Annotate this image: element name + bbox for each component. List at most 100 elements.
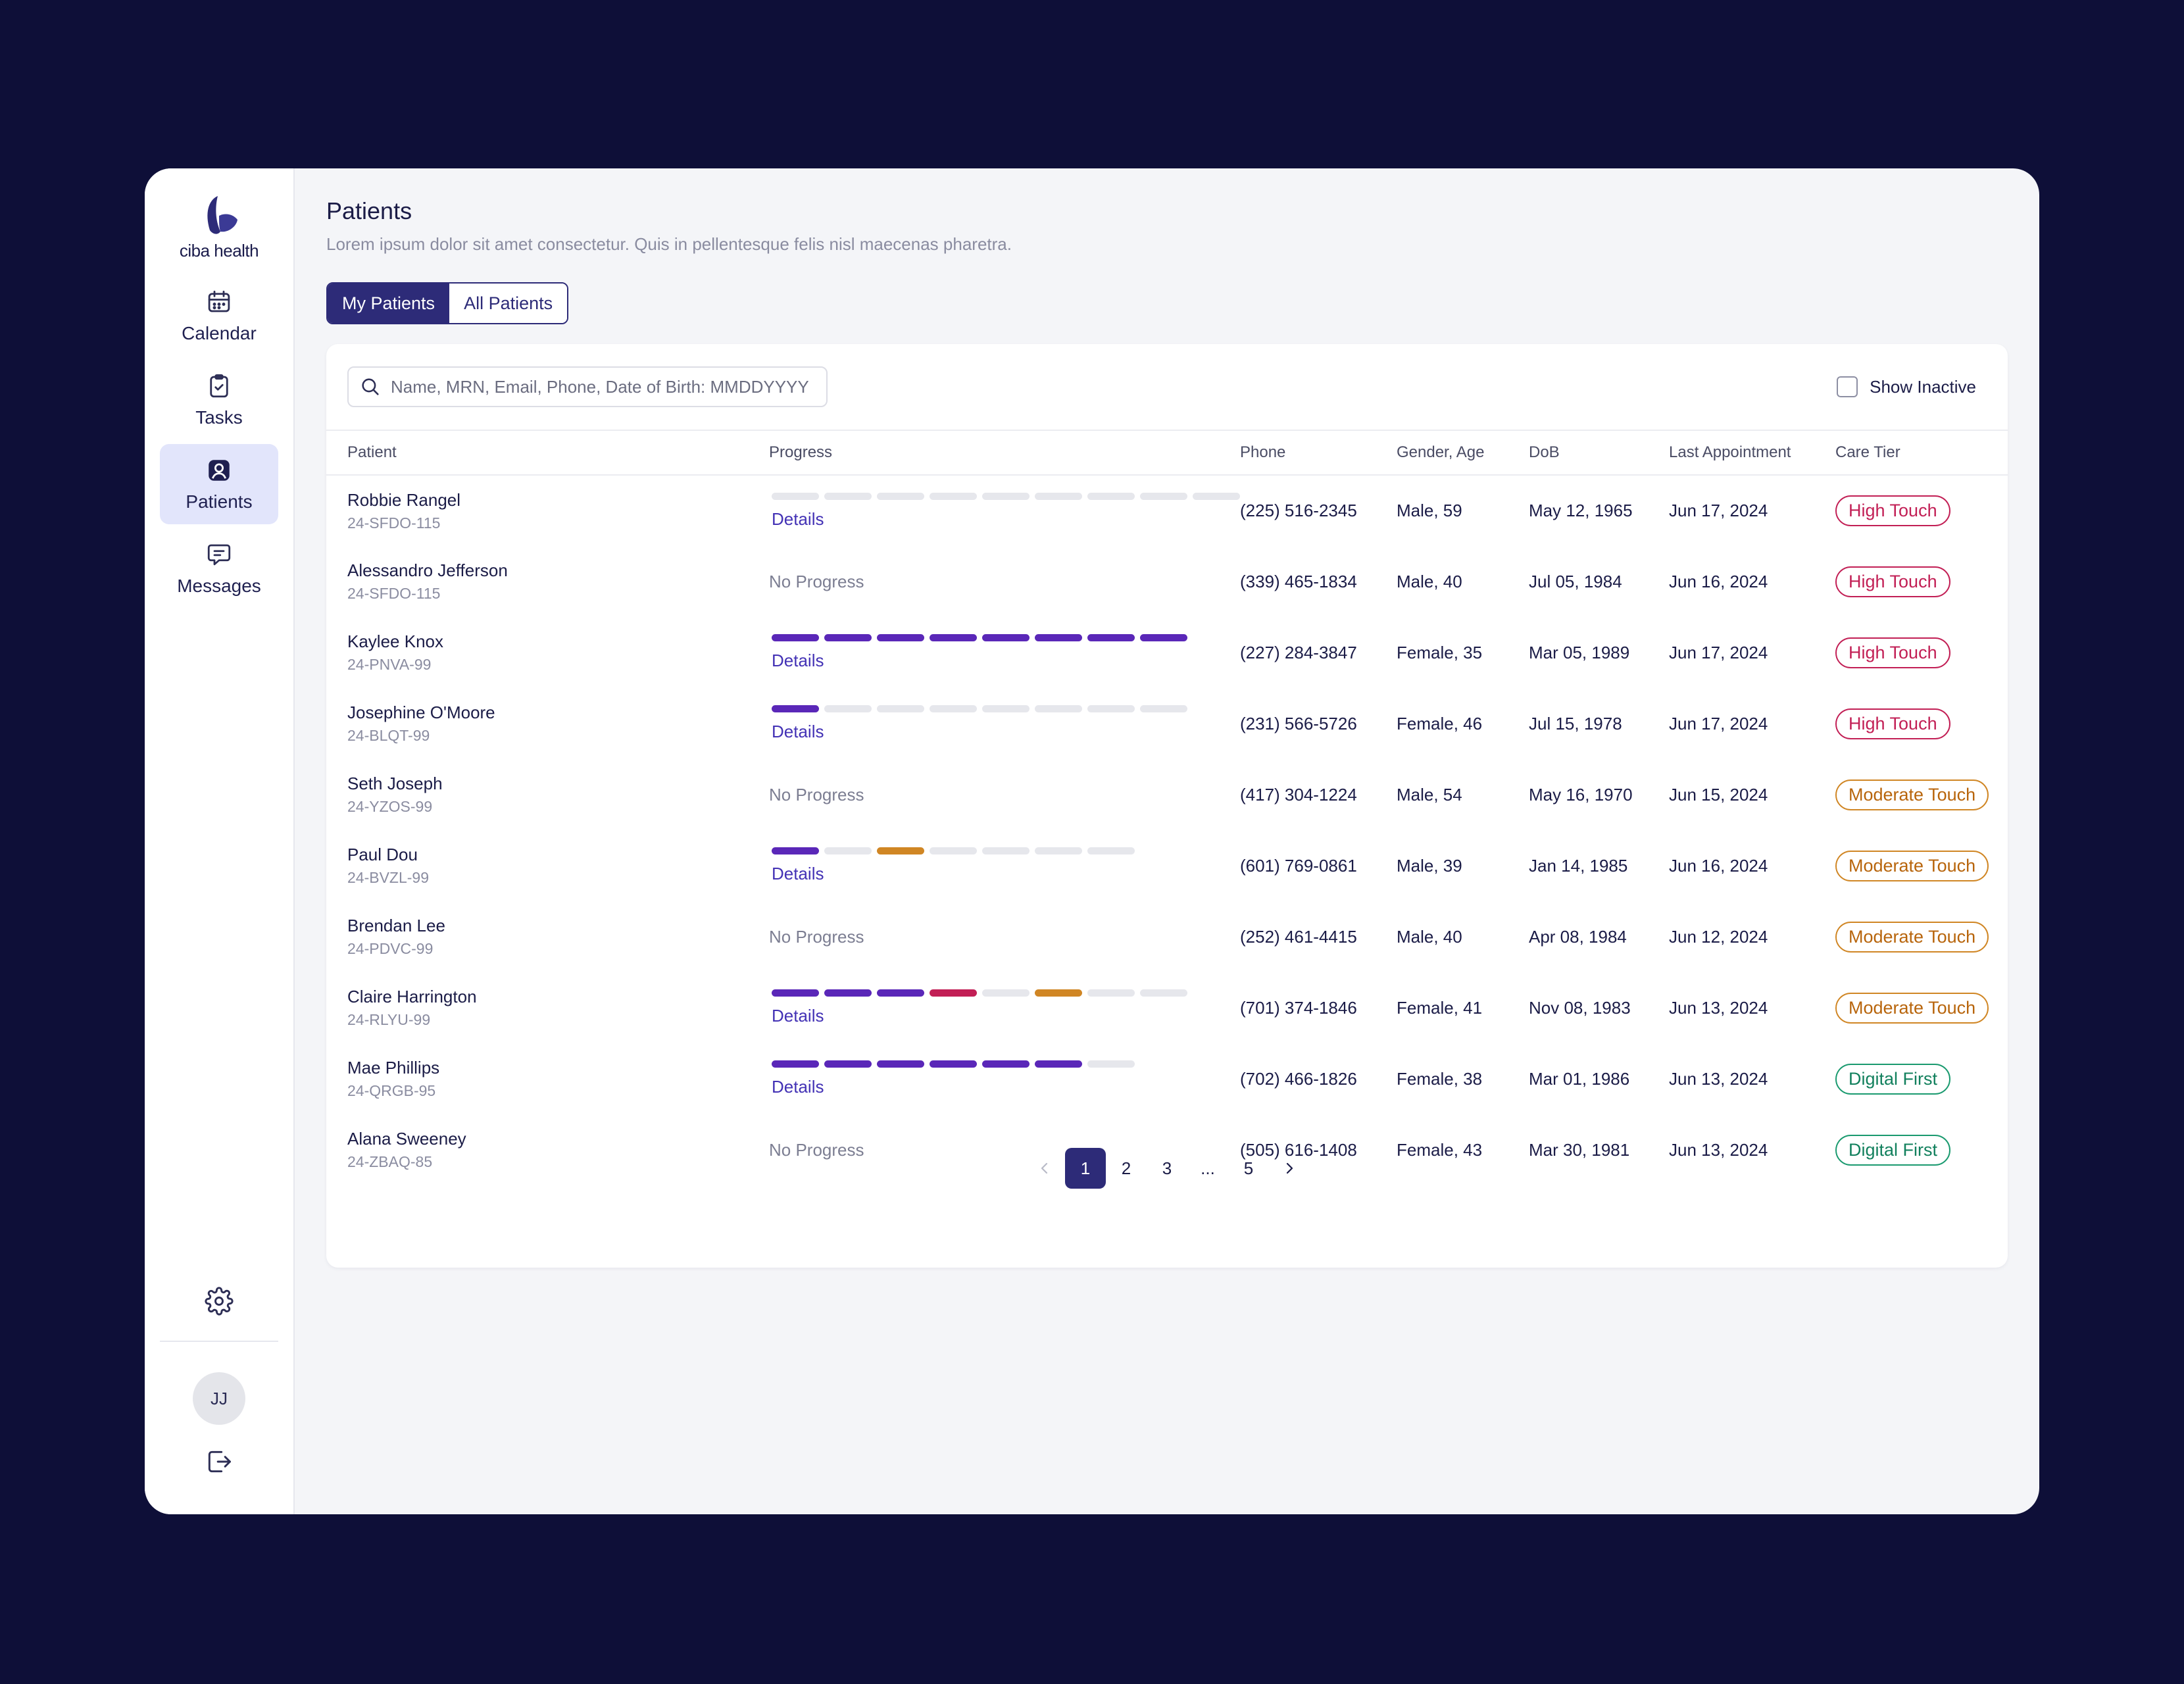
page-number-button[interactable]: 3 [1162,1158,1172,1178]
patient-name[interactable]: Robbie Rangel [347,489,461,510]
progress-segment [1035,1060,1082,1068]
column-header-progress[interactable]: Progress [769,443,833,461]
search-input[interactable] [391,376,816,397]
progress-cell: Details [769,972,1240,1043]
details-link[interactable]: Details [772,722,824,741]
patient-name[interactable]: Alessandro Jefferson [347,560,508,580]
phone-cell: (231) 566-5726 [1240,713,1357,733]
patient-name[interactable]: Paul Dou [347,845,418,864]
user-avatar[interactable]: JJ [193,1372,245,1425]
main-content: Patients Lorem ipsum dolor sit amet cons… [295,168,2039,1514]
last-appointment-cell: Jun 16, 2024 [1669,571,1768,591]
progress-segment [772,705,819,712]
progress-segment [877,705,924,712]
column-header-patient[interactable]: Patient [347,443,397,461]
patient-cell: Claire Harrington 24-RLYU-99 [326,972,769,1043]
table-row[interactable]: Alessandro Jefferson 24-SFDO-115 No Progre… [326,546,2008,617]
table-row[interactable]: Kaylee Knox 24-PNVA-99 Details (227) 284-38… [326,617,2008,688]
table-row[interactable]: Mae Phillips 24-QRGB-95 Details (702) 466-1… [326,1043,2008,1114]
care-tier-cell: High Touch [1835,617,2008,688]
table-row[interactable]: Josephine O'Moore 24-BLQT-99 Details (231) … [326,688,2008,759]
nav-item-tasks[interactable]: Tasks [160,360,278,440]
logout-button[interactable] [199,1442,239,1481]
patient-cell: Robbie Rangel 24-SFDO-115 [326,475,769,546]
progress-segment [824,705,872,712]
table-row[interactable]: Seth Joseph 24-YZOS-99 No Progress (417) 30… [326,759,2008,830]
page-number-button[interactable]: 2 [1121,1158,1131,1178]
calendar-icon [205,287,234,316]
progress-segment [772,989,819,997]
nav-item-calendar[interactable]: Calendar [160,276,278,356]
column-header-gender-age[interactable]: Gender, Age [1397,443,1485,461]
page-number-button[interactable]: 5 [1243,1158,1254,1178]
phone-cell: (339) 465-1834 [1240,571,1357,591]
patient-name[interactable]: Josephine O'Moore [347,703,495,722]
progress-segment [772,492,819,500]
previous-page-button[interactable] [1024,1148,1065,1189]
progress-segment [877,1060,924,1068]
column-header-dob[interactable]: DoB [1529,443,1560,461]
progress-segment [1087,634,1135,641]
patient-name[interactable]: Seth Joseph [347,774,443,793]
patient-cell: Kaylee Knox 24-PNVA-99 [326,617,769,688]
progress-segment [877,847,924,854]
dob-cell: Nov 08, 1983 [1529,997,1631,1018]
phone-cell: (417) 304-1224 [1240,784,1357,805]
patients-table: Patient Progress Phone Gender, Age DoB L… [326,430,2008,1185]
progress-segment [982,705,1030,712]
details-link[interactable]: Details [772,864,824,883]
patient-cell: Josephine O'Moore 24-BLQT-99 [326,688,769,759]
gender-age-cell: Male, 39 [1397,855,1462,876]
table-row[interactable]: Brendan Lee 24-PDVC-99 No Progress (252) 46… [326,901,2008,972]
tab-all-patients[interactable]: All Patients [449,284,568,323]
gender-age-cell: Male, 59 [1397,501,1462,520]
last-appointment-cell: Jun 15, 2024 [1669,784,1768,805]
column-header-care-tier[interactable]: Care Tier [1835,443,1900,461]
table-row[interactable]: Robbie Rangel 24-SFDO-115 Details (225) 516… [326,475,2008,546]
patient-name[interactable]: Claire Harrington [347,987,477,1006]
patient-name[interactable]: Alana Sweeney [347,1129,466,1149]
patient-name[interactable]: Brendan Lee [347,916,445,935]
column-header-phone[interactable]: Phone [1240,443,1286,461]
app-window: ciba health Calendar Tasks Patients Message… [145,168,2039,1514]
dob-cell: Jan 14, 1985 [1529,855,1628,876]
patients-card: Show Inactive Patient Progress Phone Gen… [326,344,2008,1268]
page-number-list: 1 2 3... 5 [1065,1148,1269,1189]
care-tier-badge: High Touch [1835,495,1950,526]
show-inactive-checkbox[interactable] [1837,376,1858,397]
column-header-last-appointment[interactable]: Last Appointment [1669,443,1791,461]
details-link[interactable]: Details [772,651,824,670]
patient-cell: Brendan Lee 24-PDVC-99 [326,901,769,972]
dob-cell: Mar 30, 1981 [1529,1139,1630,1160]
table-row[interactable]: Paul Dou 24-BVZL-99 Details (601) 769-0861 M… [326,830,2008,901]
page-number-button[interactable]: 1 [1065,1148,1106,1189]
progress-segment [772,1060,819,1068]
dob-cell: Mar 01, 1986 [1529,1068,1630,1089]
patient-name[interactable]: Kaylee Knox [347,632,443,651]
details-link[interactable]: Details [772,1006,824,1026]
tab-my-patients[interactable]: My Patients [328,284,450,323]
progress-segment [824,1060,872,1068]
progress-segment [772,634,819,641]
progress-segment [930,634,977,641]
show-inactive-toggle[interactable]: Show Inactive [1837,376,1976,397]
settings-button[interactable] [199,1281,239,1321]
details-link[interactable]: Details [772,1077,824,1097]
table-row[interactable]: Claire Harrington 24-RLYU-99 Details (701) … [326,972,2008,1043]
nav-item-messages[interactable]: Messages [160,528,278,608]
phone-cell: (701) 374-1846 [1240,997,1357,1018]
phone-cell: (601) 769-0861 [1240,855,1357,876]
brand-name: ciba health [179,241,259,260]
nav-item-patients[interactable]: Patients [160,444,278,524]
gender-age-cell: Male, 40 [1397,926,1462,947]
details-link[interactable]: Details [772,508,824,529]
care-tier-cell: Moderate Touch [1835,901,2008,972]
progress-cell: Details [769,688,1240,759]
progress-cell: No Progress [769,901,1240,972]
table-row[interactable]: Alana Sweeney 24-ZBAQ-85 No Progress (505) … [326,1114,2008,1185]
next-page-button[interactable] [1269,1148,1310,1189]
last-appointment-cell: Jun 17, 2024 [1669,713,1768,733]
phone-cell: (225) 516-2345 [1240,501,1357,520]
sidebar: ciba health Calendar Tasks Patients Message… [145,168,295,1514]
patient-name[interactable]: Mae Phillips [347,1058,440,1077]
